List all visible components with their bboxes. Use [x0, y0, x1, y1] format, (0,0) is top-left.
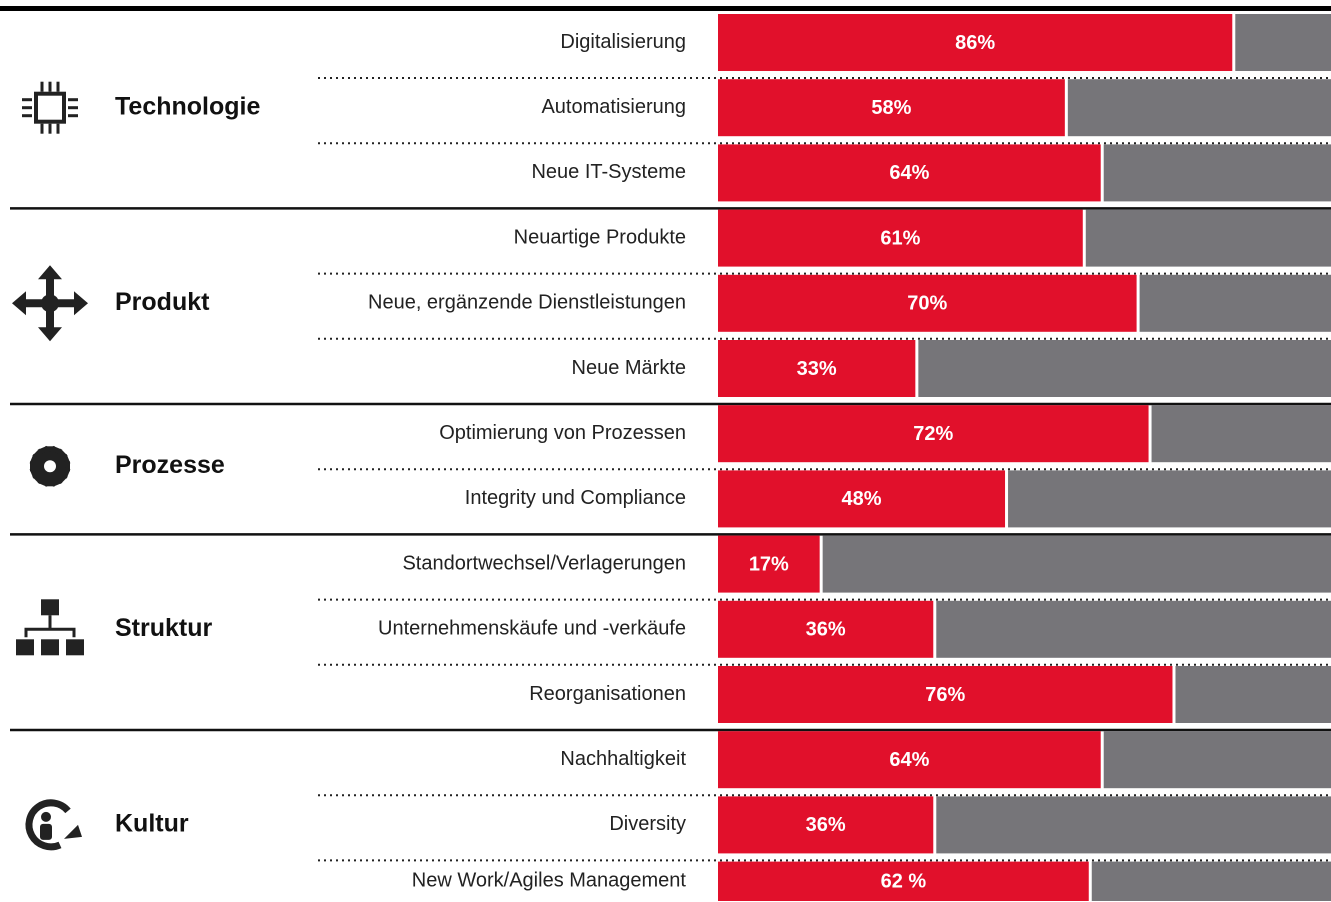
icon-part — [64, 824, 82, 839]
icon-part — [66, 639, 84, 656]
icon-part — [34, 91, 66, 124]
category-label: Neue Märkte — [572, 357, 687, 379]
value-label: 17% — [749, 553, 789, 575]
category-label: Reorganisationen — [529, 683, 686, 705]
value-label: 86% — [955, 32, 995, 54]
category-label: Neuartige Produkte — [514, 226, 686, 248]
group-icon — [25, 799, 82, 851]
category-label: Integrity und Compliance — [465, 487, 686, 509]
bar-remainder — [1151, 405, 1331, 463]
group-label: Prozesse — [115, 451, 225, 479]
bar-remainder — [822, 535, 1331, 593]
category-label: Neue, ergänzende Dienstleistungen — [368, 292, 686, 314]
group-label: Produkt — [115, 288, 210, 316]
value-label: 61% — [880, 227, 920, 249]
bar-remainder — [1091, 861, 1331, 901]
category-label: Neue IT-Systeme — [531, 161, 686, 183]
bar-remainder — [1175, 666, 1331, 723]
icon-part — [41, 294, 59, 313]
value-label: 64% — [889, 162, 929, 184]
bar-remainder — [1139, 274, 1331, 332]
bar-remainder — [1085, 209, 1331, 267]
value-label: 64% — [889, 749, 929, 771]
icon-part — [41, 811, 51, 822]
bar — [718, 731, 1101, 789]
bar — [718, 144, 1101, 202]
category-label: Nachhaltigkeit — [560, 748, 686, 770]
value-label: 76% — [925, 684, 965, 706]
bar-remainder — [1103, 731, 1331, 789]
group-icon — [29, 445, 71, 487]
bar-remainder — [936, 796, 1331, 854]
bar-remainder — [1235, 14, 1331, 71]
category-label: Unternehmenskäufe und -verkäufe — [378, 618, 686, 640]
bar — [718, 861, 1089, 901]
category-label: New Work/Agiles Management — [412, 870, 687, 892]
group-label: Technologie — [115, 92, 260, 120]
value-label: 62 % — [881, 871, 927, 893]
bar-remainder — [936, 600, 1331, 658]
icon-part — [25, 799, 71, 851]
category-label: Automatisierung — [541, 96, 686, 118]
icon-part — [41, 639, 59, 656]
icon-part — [40, 823, 52, 840]
icon-part — [44, 460, 56, 473]
category-label: Standortwechsel/Verlagerungen — [402, 552, 686, 574]
bar — [718, 79, 1065, 137]
value-label: 36% — [806, 814, 846, 836]
bar — [718, 535, 820, 593]
category-label: Optimierung von Prozessen — [439, 422, 686, 444]
bar — [718, 405, 1149, 463]
icon-part — [12, 265, 88, 342]
group-icon — [12, 265, 88, 342]
group-icon — [16, 599, 84, 656]
bar-remainder — [918, 340, 1331, 397]
bar — [718, 796, 934, 854]
group-label: Struktur — [115, 614, 213, 642]
value-label: 36% — [806, 619, 846, 641]
category-label: Digitalisierung — [560, 31, 686, 53]
bar — [718, 666, 1173, 723]
group-icon — [22, 81, 78, 134]
bar-remainder — [1067, 79, 1331, 137]
bar — [718, 274, 1137, 332]
icon-part — [16, 639, 34, 656]
bar — [718, 14, 1233, 71]
value-label: 33% — [797, 358, 837, 380]
bar — [718, 470, 1006, 528]
value-label: 70% — [907, 293, 947, 315]
bar-remainder — [1008, 470, 1331, 528]
icon-part — [24, 615, 76, 638]
group-label: Kultur — [115, 810, 189, 838]
value-label: 72% — [913, 423, 953, 445]
value-label: 48% — [842, 488, 882, 510]
value-label: 58% — [871, 97, 911, 119]
bar — [718, 209, 1083, 267]
bar — [718, 340, 916, 397]
bar — [718, 600, 934, 658]
icon-part — [41, 599, 59, 616]
category-label: Diversity — [609, 813, 686, 835]
bar-remainder — [1103, 144, 1331, 202]
top-rule — [0, 6, 1331, 11]
